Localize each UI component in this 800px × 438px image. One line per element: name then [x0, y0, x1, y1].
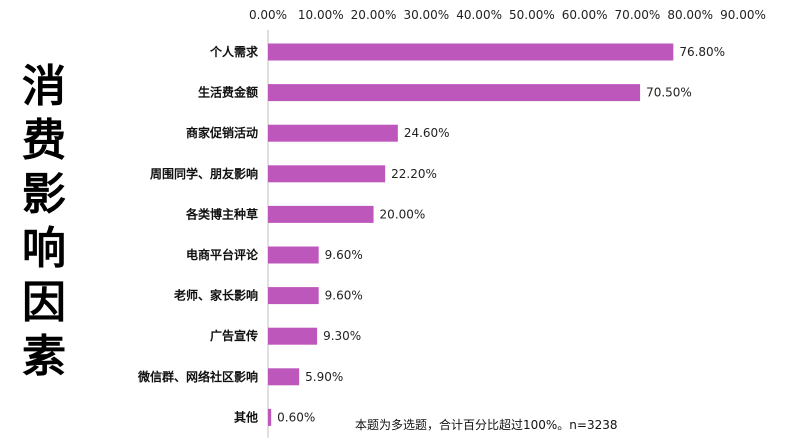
- bar: [268, 43, 674, 61]
- x-tick-label: 30.00%: [403, 8, 449, 22]
- category-label: 生活费金额: [198, 85, 258, 100]
- x-tick-label: 20.00%: [351, 8, 397, 22]
- x-tick-label: 50.00%: [509, 8, 555, 22]
- data-label: 20.00%: [380, 207, 426, 221]
- bar: [268, 205, 374, 223]
- category-label: 各类博主种草: [185, 206, 258, 221]
- category-label: 商家促销活动: [186, 125, 258, 140]
- data-label: 9.60%: [325, 289, 363, 303]
- category-label: 老师、家长影响: [174, 288, 258, 303]
- data-label: 22.20%: [391, 167, 437, 181]
- side-title: 消费影响因素: [22, 61, 66, 382]
- bar: [268, 287, 319, 305]
- category-label: 其他: [234, 409, 258, 424]
- category-label: 个人需求: [209, 44, 259, 59]
- x-tick-label: 60.00%: [562, 8, 608, 22]
- x-tick-label: 90.00%: [720, 8, 766, 22]
- bar: [268, 165, 386, 183]
- x-tick-label: 10.00%: [298, 8, 344, 22]
- data-label: 24.60%: [404, 126, 450, 140]
- footnote: 本题为多选题，合计百分比超过100%。n=3238: [355, 417, 618, 432]
- x-tick-label: 40.00%: [456, 8, 502, 22]
- bar: [268, 84, 641, 102]
- bar: [268, 124, 398, 142]
- category-label: 广告宣传: [210, 328, 258, 343]
- data-label: 5.90%: [305, 370, 343, 384]
- x-tick-label: 80.00%: [667, 8, 713, 22]
- data-label: 76.80%: [679, 45, 725, 59]
- data-label: 0.60%: [277, 410, 315, 424]
- bar: [268, 246, 319, 264]
- x-tick-label: 0.00%: [249, 8, 287, 22]
- x-tick-label: 70.00%: [615, 8, 661, 22]
- bar: [268, 368, 300, 386]
- data-label: 9.60%: [325, 248, 363, 262]
- bar: [268, 327, 318, 345]
- category-label: 周围同学、朋友影响: [150, 166, 258, 181]
- data-label: 9.30%: [323, 329, 361, 343]
- category-label: 微信群、网络社区影响: [137, 369, 258, 384]
- bar: [268, 408, 272, 426]
- data-label: 70.50%: [646, 86, 692, 100]
- category-label: 电商平台评论: [186, 247, 259, 262]
